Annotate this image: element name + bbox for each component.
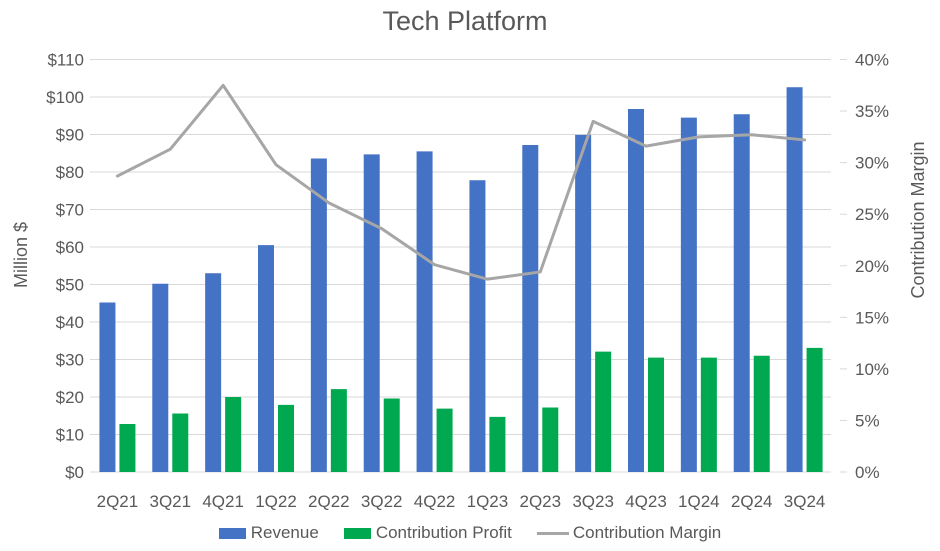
- revenue-bar: [152, 283, 169, 472]
- right-axis-title: Contribution Margin: [908, 141, 928, 298]
- left-axis-tick-label: $100: [46, 88, 84, 107]
- x-axis-tick-label: 3Q24: [784, 492, 826, 511]
- revenue-bar: [258, 245, 274, 472]
- legend: Revenue Contribution Profit Contribution…: [0, 518, 940, 548]
- right-axis-tick-label: 35%: [855, 102, 889, 121]
- right-axis-tick-label: 10%: [855, 360, 889, 379]
- x-axis-tick-label: 2Q24: [731, 492, 773, 511]
- revenue-bar: [522, 145, 539, 472]
- left-axis-tick-label: $10: [56, 426, 84, 445]
- contribution-profit-bar: [172, 413, 189, 472]
- gridlines: [90, 59, 831, 473]
- x-axis-tick-label: 3Q21: [149, 492, 191, 511]
- revenue-bar: [628, 109, 644, 472]
- left-axis-tick-label: $30: [56, 351, 84, 370]
- bar-series: [99, 87, 823, 472]
- x-axis-tick-label: 2Q21: [97, 492, 139, 511]
- x-axis-tick-label: 1Q24: [678, 492, 720, 511]
- x-axis-tick-label: 4Q21: [202, 492, 244, 511]
- left-axis-tick-label: $80: [56, 163, 84, 182]
- contribution-profit-bar: [489, 416, 506, 472]
- right-axis-ticks: [840, 59, 847, 473]
- revenue-bar: [416, 151, 433, 472]
- contribution-profit-bar: [648, 357, 664, 472]
- revenue-bar: [205, 273, 222, 472]
- margin-line-series: [115, 83, 807, 281]
- right-axis-tick-label: 0%: [855, 463, 880, 482]
- right-axis-tick-label: 40%: [855, 51, 889, 70]
- contribution-margin-line: [115, 83, 807, 281]
- x-axis-tick-label: 1Q22: [255, 492, 297, 511]
- revenue-bar: [310, 158, 327, 472]
- contribution-profit-swatch-icon: [343, 527, 371, 539]
- x-axis-tick-label: 4Q22: [414, 492, 456, 511]
- revenue-bar: [363, 154, 380, 472]
- legend-item-contribution-margin: Contribution Margin: [536, 523, 722, 543]
- revenue-bar: [575, 134, 592, 472]
- revenue-swatch-icon: [218, 527, 246, 539]
- x-axis-tick-label: 2Q22: [308, 492, 350, 511]
- left-axis-title: Million $: [11, 222, 31, 288]
- left-axis-tick-label: $50: [56, 276, 84, 295]
- x-axis-tick-label: 3Q23: [572, 492, 614, 511]
- right-axis-tick-label: 20%: [855, 257, 889, 276]
- contribution-margin-line-swatch-icon: [536, 531, 569, 535]
- revenue-bar: [99, 302, 116, 472]
- left-axis-tick-label: $40: [56, 313, 84, 332]
- left-axis-tick-label: $110: [47, 51, 84, 70]
- right-axis-tick-label: 25%: [855, 205, 889, 224]
- x-axis-tick-label: 2Q23: [519, 492, 561, 511]
- contribution-profit-bar: [383, 398, 400, 472]
- right-axis-tick-label: 15%: [855, 308, 889, 327]
- right-axis-tick-label: 30%: [855, 154, 889, 173]
- contribution-profit-bar: [806, 347, 823, 472]
- revenue-bar: [786, 87, 803, 472]
- contribution-profit-bar: [225, 397, 242, 472]
- contribution-profit-bar: [700, 357, 717, 472]
- contribution-profit-bar: [542, 407, 559, 472]
- x-axis-tick-label: 1Q23: [467, 492, 509, 511]
- left-axis-tick-label: $20: [56, 388, 84, 407]
- x-axis-tick-label: 3Q22: [361, 492, 403, 511]
- contribution-profit-bar: [278, 404, 294, 472]
- contribution-profit-bar: [595, 351, 612, 472]
- revenue-bar: [733, 114, 750, 472]
- legend-label-revenue: Revenue: [250, 523, 319, 542]
- legend-item-contribution-profit: Contribution Profit: [343, 523, 512, 543]
- revenue-bar: [680, 117, 697, 472]
- right-axis-tick-label: 5%: [855, 411, 880, 430]
- revenue-bar: [469, 180, 486, 472]
- chart-title: Tech Platform: [382, 6, 547, 36]
- contribution-profit-bar: [119, 424, 136, 472]
- legend-label-contribution-margin: Contribution Margin: [572, 523, 722, 542]
- left-axis-tick-label: $60: [56, 238, 84, 257]
- contribution-profit-bar: [436, 408, 453, 472]
- left-axis-tick-label: $90: [56, 126, 84, 145]
- x-axis-tick-label: 4Q23: [625, 492, 667, 511]
- contribution-profit-bar: [330, 389, 347, 472]
- legend-item-revenue: Revenue: [218, 523, 319, 543]
- left-axis-tick-label: $0: [65, 463, 84, 482]
- legend-label-contribution-profit: Contribution Profit: [375, 523, 512, 542]
- left-axis-tick-label: $70: [56, 201, 84, 220]
- contribution-profit-bar: [753, 355, 770, 472]
- axis-tick-labels: $0 $10 $20 $30 $40 $50 $60 $70 $80 $90 $100 $110 0% 5…: [46, 51, 889, 512]
